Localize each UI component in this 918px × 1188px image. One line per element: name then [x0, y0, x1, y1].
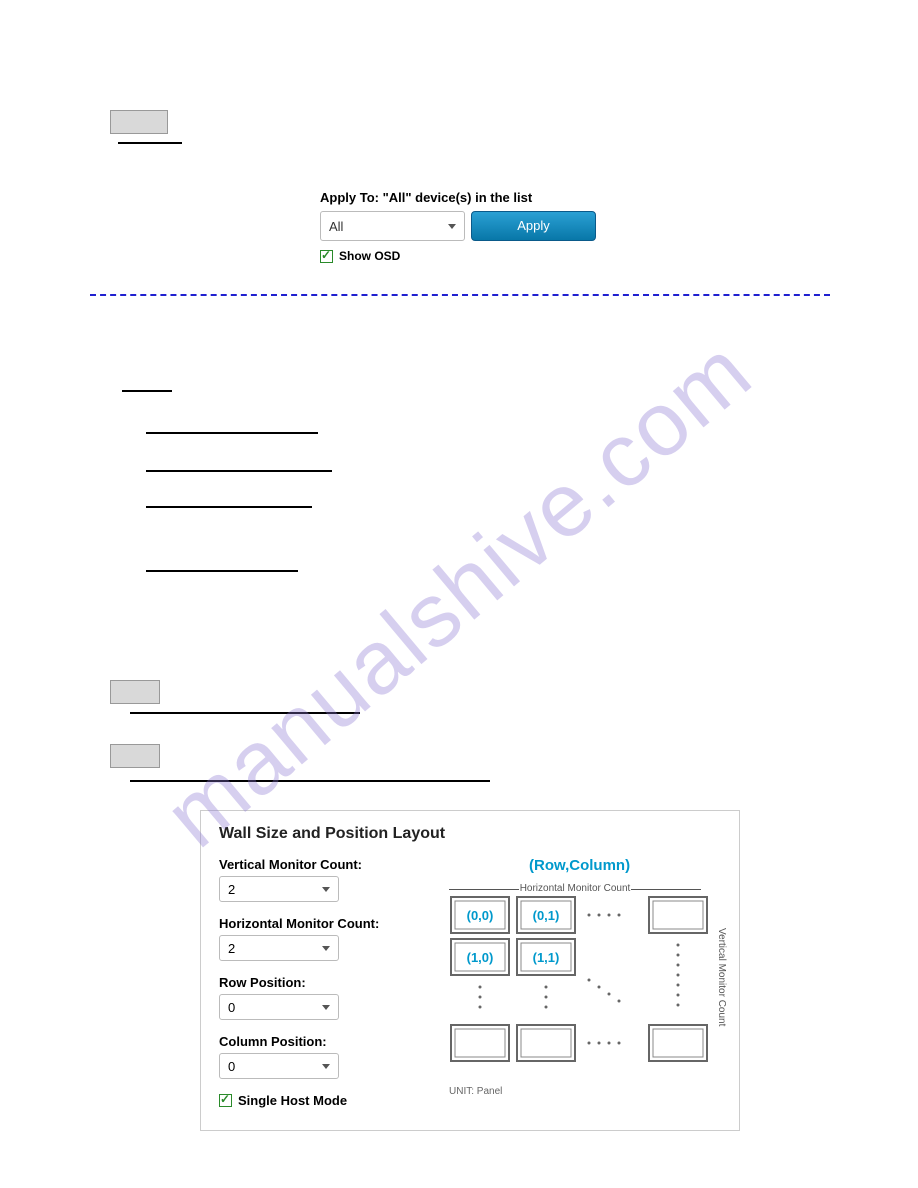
wall-size-form: Vertical Monitor Count: 2 Horizontal Mon… [219, 857, 419, 1108]
single-host-label: Single Host Mode [238, 1093, 347, 1108]
placeholder-box [110, 744, 160, 768]
cell-1-1: (1,1) [533, 950, 560, 965]
chevron-down-icon [322, 1005, 330, 1010]
wall-diagram: (Row,Column) Horizontal Monitor Count Ve… [449, 857, 721, 1097]
cell-0-0: (0,0) [467, 908, 494, 923]
placeholder-underline [130, 712, 360, 714]
placeholder-underline [146, 570, 298, 572]
vmc-label: Vertical Monitor Count: [219, 857, 419, 872]
device-select[interactable]: All [320, 211, 465, 241]
device-select-value: All [329, 219, 343, 234]
watermark-text: manualshive.com [146, 320, 772, 868]
cell-0-1: (0,1) [533, 908, 560, 923]
wall-size-panel: Wall Size and Position Layout Vertical M… [200, 810, 740, 1131]
row-select[interactable]: 0 [219, 994, 339, 1020]
placeholder-box [110, 110, 168, 134]
apply-button[interactable]: Apply [471, 211, 596, 241]
cell-1-0: (1,0) [467, 950, 494, 965]
placeholder-underline [118, 142, 182, 144]
show-osd-label: Show OSD [339, 249, 400, 263]
section-divider [90, 294, 830, 296]
row-label: Row Position: [219, 975, 419, 990]
apply-to-label: Apply To: "All" device(s) in the list [320, 190, 620, 205]
col-value: 0 [228, 1059, 235, 1074]
vmc-select[interactable]: 2 [219, 876, 339, 902]
placeholder-underline [146, 506, 312, 508]
col-select[interactable]: 0 [219, 1053, 339, 1079]
placeholder-underline [146, 432, 318, 434]
horizontal-count-label: Horizontal Monitor Count [449, 883, 701, 894]
apply-to-panel: Apply To: "All" device(s) in the list Al… [320, 190, 620, 263]
placeholder-underline [130, 780, 490, 782]
monitor-grid-svg: (0,0) (0,1) (1,0) (1,1) [449, 895, 729, 1095]
chevron-down-icon [448, 224, 456, 229]
placeholder-underline [146, 470, 332, 472]
vmc-value: 2 [228, 882, 235, 897]
show-osd-checkbox[interactable] [320, 250, 333, 263]
chevron-down-icon [322, 887, 330, 892]
placeholder-underline [122, 390, 172, 392]
hmc-value: 2 [228, 941, 235, 956]
hmc-select[interactable]: 2 [219, 935, 339, 961]
hmc-label: Horizontal Monitor Count: [219, 916, 419, 931]
row-column-header: (Row,Column) [529, 857, 630, 874]
wall-size-title: Wall Size and Position Layout [219, 825, 721, 843]
chevron-down-icon [322, 1064, 330, 1069]
placeholder-box [110, 680, 160, 704]
chevron-down-icon [322, 946, 330, 951]
single-host-checkbox[interactable] [219, 1094, 232, 1107]
row-value: 0 [228, 1000, 235, 1015]
col-label: Column Position: [219, 1034, 419, 1049]
